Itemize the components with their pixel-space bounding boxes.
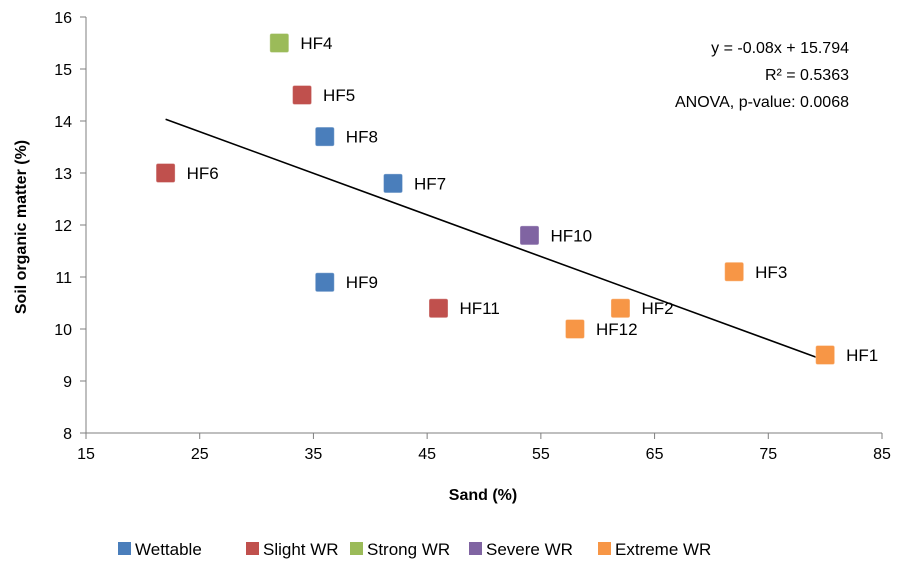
data-point-hf4	[269, 33, 290, 53]
point-label-hf8: HF8	[346, 128, 378, 147]
x-tick-label: 15	[77, 446, 95, 463]
x-tick-label: 45	[418, 446, 436, 463]
y-tick-label: 12	[54, 218, 72, 235]
annotation-line-2: R² = 0.5363	[765, 67, 849, 84]
data-point-hf12	[564, 319, 585, 339]
point-label-hf1: HF1	[846, 346, 878, 365]
point-label-hf12: HF12	[596, 320, 638, 339]
data-point-hf6	[155, 163, 176, 183]
point-label-hf5: HF5	[323, 86, 355, 105]
legend-swatch-1	[118, 542, 131, 555]
annotation-line-3: ANOVA, p-value: 0.0068	[675, 94, 849, 111]
x-tick-label: 85	[873, 446, 891, 463]
legend-label-5: Extreme WR	[615, 540, 711, 559]
data-point-hf5	[292, 85, 313, 105]
y-tick-label: 8	[63, 426, 72, 443]
y-tick-label: 9	[63, 374, 72, 391]
y-tick-label: 15	[54, 62, 72, 79]
y-tick-label: 13	[54, 166, 72, 183]
x-tick-label: 35	[305, 446, 323, 463]
legend-swatch-4	[469, 542, 482, 555]
data-point-hf10	[519, 225, 540, 246]
legend-swatch-5	[598, 542, 611, 555]
regression-annotations: y = -0.08x + 15.794 R² = 0.5363 ANOVA, p-v…	[675, 40, 849, 111]
x-tick-label: 75	[759, 446, 777, 463]
legend-label-4: Severe WR	[486, 540, 573, 559]
point-label-hf4: HF4	[300, 34, 332, 53]
y-tick-label: 16	[54, 10, 72, 27]
data-point-hf1	[815, 345, 836, 365]
x-axis-title: Sand (%)	[449, 487, 517, 504]
point-label-hf6: HF6	[187, 164, 219, 183]
y-tick-labels: 8 9 10 11 12 13 14 15 16	[54, 10, 86, 443]
y-tick-label: 11	[55, 270, 72, 287]
data-point-hf9	[314, 272, 335, 293]
point-label-hf3: HF3	[755, 263, 787, 282]
data-point-hf11	[428, 298, 449, 319]
data-point-hf2	[610, 298, 631, 319]
x-tick-label: 55	[532, 446, 550, 463]
x-tick-label: 65	[646, 446, 664, 463]
legend-label-3: Strong WR	[367, 540, 450, 559]
legend-label-1: Wettable	[135, 540, 202, 559]
point-label-hf7: HF7	[414, 174, 446, 193]
x-tick-labels: 15 25 35 45 55 65 75 85	[77, 433, 891, 463]
legend-swatch-3	[350, 542, 363, 555]
point-label-hf9: HF9	[346, 273, 378, 292]
legend: Wettable Slight WR Strong WR Severe WR Extre…	[118, 540, 711, 559]
trendline	[165, 118, 826, 362]
y-tick-label: 14	[54, 114, 72, 131]
y-tick-label: 10	[54, 322, 72, 339]
point-label-hf10: HF10	[550, 226, 592, 245]
annotation-line-1: y = -0.08x + 15.794	[711, 40, 849, 57]
data-point-hf8	[314, 126, 335, 147]
y-axis-title: Soil organic matter (%)	[13, 140, 30, 314]
point-label-hf11: HF11	[460, 299, 500, 318]
point-label-hf2: HF2	[641, 299, 673, 318]
legend-label-2: Slight WR	[263, 540, 339, 559]
legend-swatch-2	[246, 542, 259, 555]
data-point-hf3	[724, 261, 745, 282]
x-tick-label: 25	[191, 446, 209, 463]
data-point-hf7	[383, 173, 404, 194]
axes	[85, 17, 882, 434]
